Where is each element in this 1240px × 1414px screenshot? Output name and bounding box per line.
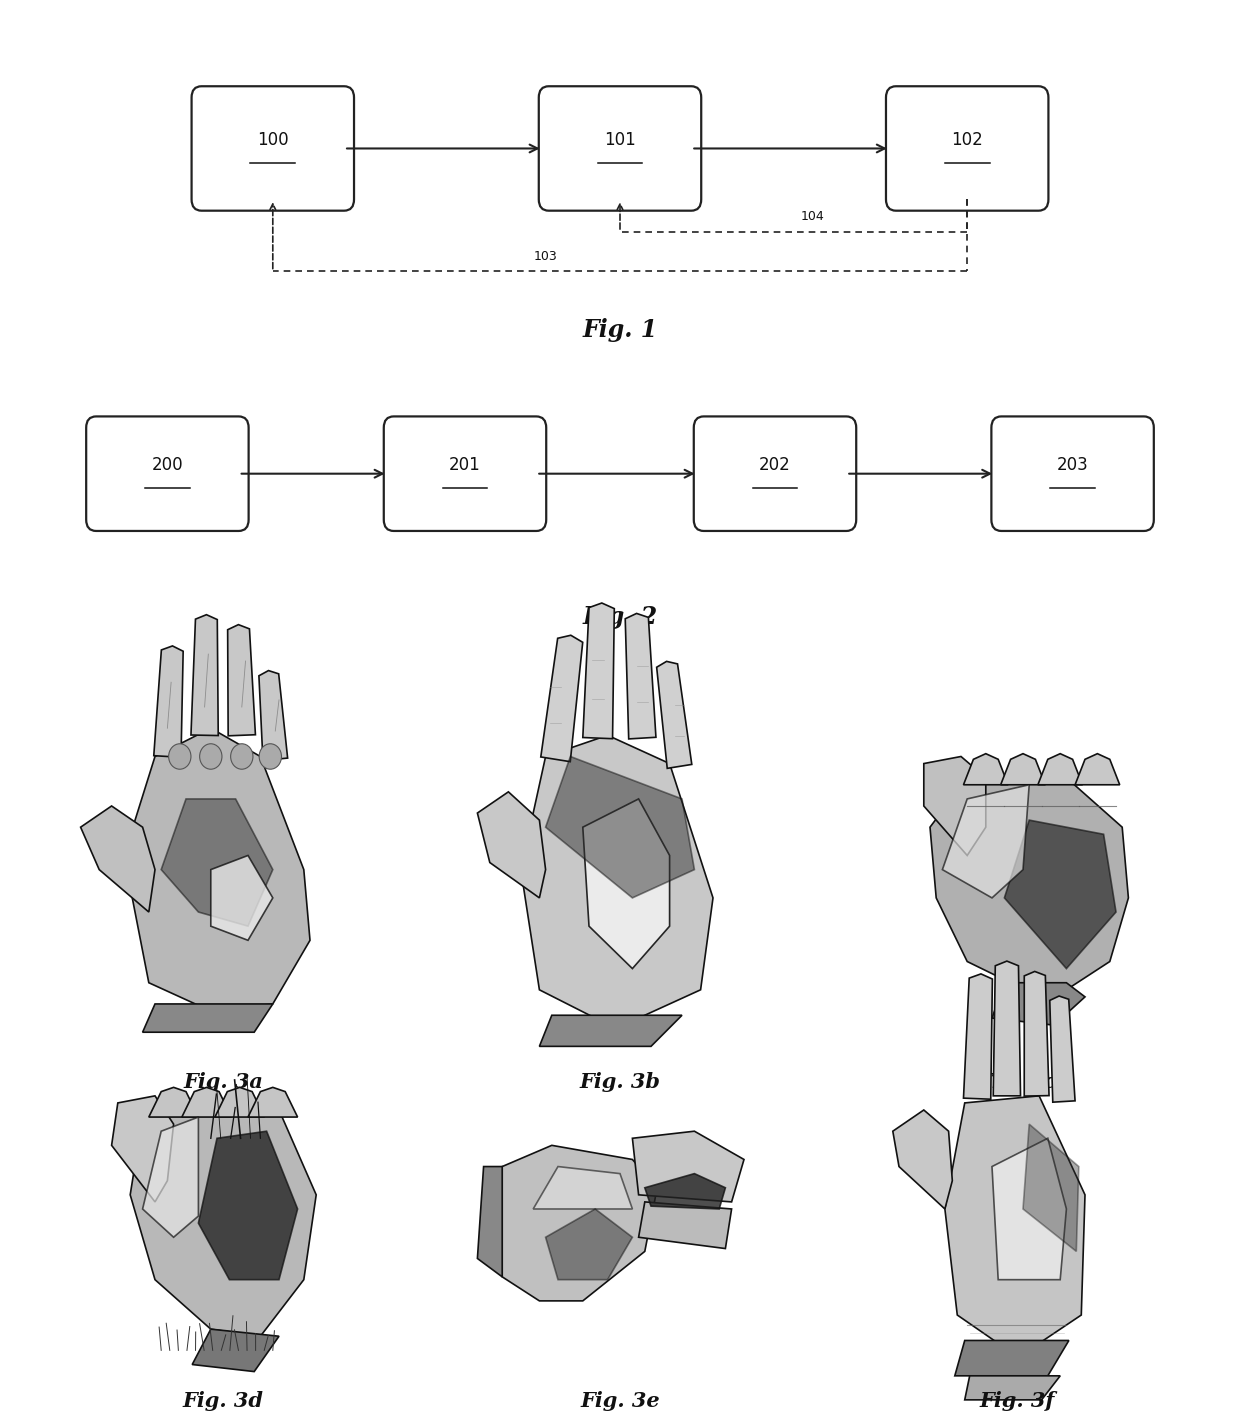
Polygon shape	[963, 754, 1008, 785]
Text: 101: 101	[604, 132, 636, 148]
Polygon shape	[924, 756, 986, 855]
Polygon shape	[259, 670, 288, 761]
Text: 201: 201	[449, 457, 481, 474]
Polygon shape	[625, 614, 656, 740]
Polygon shape	[645, 1174, 725, 1209]
Polygon shape	[942, 785, 1029, 898]
Text: 104: 104	[800, 211, 825, 223]
Polygon shape	[583, 602, 614, 738]
FancyBboxPatch shape	[87, 416, 248, 530]
FancyBboxPatch shape	[885, 86, 1049, 211]
Text: Fig. 3d: Fig. 3d	[182, 1391, 264, 1411]
Polygon shape	[965, 1376, 1060, 1400]
Polygon shape	[112, 1096, 174, 1202]
Polygon shape	[502, 1145, 657, 1301]
Polygon shape	[143, 1117, 198, 1237]
Polygon shape	[1024, 971, 1049, 1096]
FancyBboxPatch shape	[992, 416, 1153, 530]
Polygon shape	[533, 1167, 632, 1209]
Polygon shape	[1038, 754, 1083, 785]
FancyBboxPatch shape	[694, 416, 856, 530]
Polygon shape	[198, 1131, 298, 1280]
Polygon shape	[893, 1110, 952, 1209]
Circle shape	[200, 744, 222, 769]
Polygon shape	[546, 756, 694, 898]
Polygon shape	[1023, 1124, 1079, 1251]
Text: Fig. 3b: Fig. 3b	[579, 1072, 661, 1092]
Polygon shape	[1075, 754, 1120, 785]
Text: Fig. 3f: Fig. 3f	[980, 1391, 1054, 1411]
Polygon shape	[583, 799, 670, 969]
Polygon shape	[1050, 995, 1075, 1102]
Polygon shape	[182, 1087, 232, 1117]
Polygon shape	[546, 1209, 632, 1280]
Polygon shape	[130, 1103, 316, 1336]
Polygon shape	[1001, 754, 1045, 785]
Polygon shape	[149, 1087, 198, 1117]
Polygon shape	[992, 1138, 1066, 1280]
Polygon shape	[521, 735, 713, 1018]
Polygon shape	[192, 1329, 279, 1372]
Polygon shape	[639, 1202, 732, 1249]
Polygon shape	[228, 625, 255, 735]
Polygon shape	[1004, 820, 1116, 969]
Polygon shape	[477, 1167, 502, 1277]
Text: Fig. 1: Fig. 1	[583, 318, 657, 342]
Text: 100: 100	[257, 132, 289, 148]
Polygon shape	[124, 728, 310, 1011]
Polygon shape	[539, 1015, 682, 1046]
Polygon shape	[477, 792, 546, 898]
Polygon shape	[963, 974, 992, 1099]
Polygon shape	[211, 855, 273, 940]
Polygon shape	[657, 662, 692, 768]
Polygon shape	[143, 1004, 273, 1032]
Polygon shape	[632, 1131, 744, 1202]
Polygon shape	[955, 1340, 1069, 1376]
FancyBboxPatch shape	[538, 86, 702, 211]
Polygon shape	[945, 1096, 1085, 1343]
Text: 203: 203	[1056, 457, 1089, 474]
Polygon shape	[930, 778, 1128, 990]
Polygon shape	[154, 646, 184, 758]
Circle shape	[231, 744, 253, 769]
Polygon shape	[993, 962, 1021, 1096]
Text: 102: 102	[951, 132, 983, 148]
Text: Fig. 3c: Fig. 3c	[977, 1072, 1056, 1092]
Text: Fig. 3a: Fig. 3a	[184, 1072, 263, 1092]
Text: 200: 200	[151, 457, 184, 474]
Polygon shape	[191, 615, 218, 735]
FancyBboxPatch shape	[384, 416, 546, 530]
Text: Fig. 2: Fig. 2	[583, 605, 657, 629]
Circle shape	[169, 744, 191, 769]
Polygon shape	[215, 1087, 264, 1117]
Circle shape	[259, 744, 281, 769]
Text: 103: 103	[533, 250, 558, 263]
Text: Fig. 3e: Fig. 3e	[580, 1391, 660, 1411]
Polygon shape	[541, 635, 583, 762]
Polygon shape	[161, 799, 273, 926]
Polygon shape	[81, 806, 155, 912]
Polygon shape	[992, 983, 1085, 1025]
FancyBboxPatch shape	[191, 86, 355, 211]
Polygon shape	[248, 1087, 298, 1117]
Text: 202: 202	[759, 457, 791, 474]
